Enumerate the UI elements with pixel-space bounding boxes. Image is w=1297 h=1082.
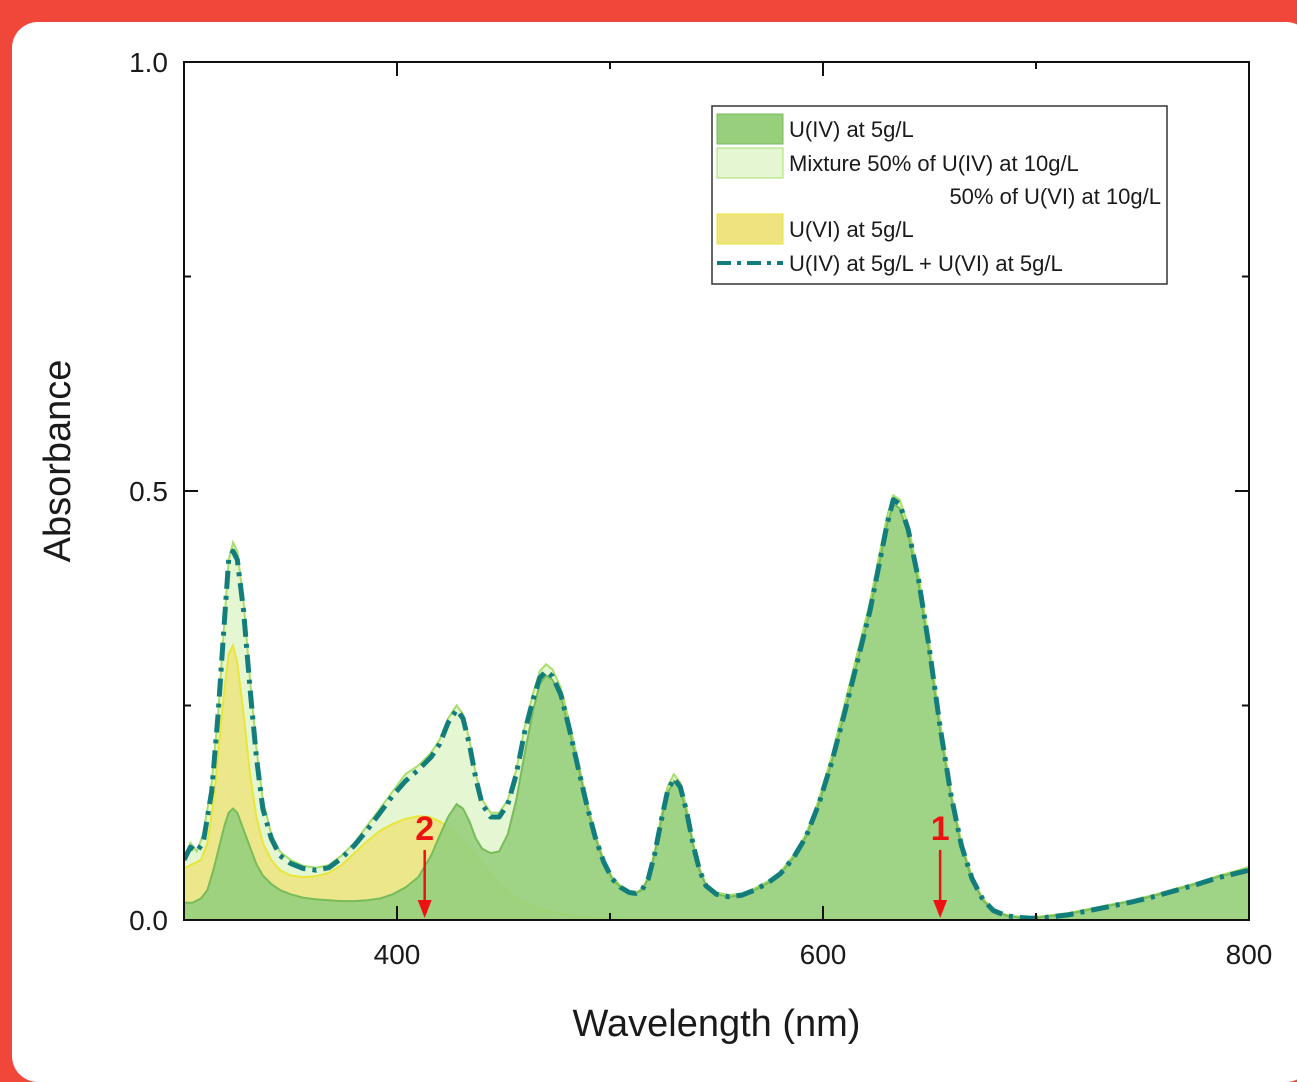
- y-axis-title: Absorbance: [37, 360, 79, 563]
- series-line-sum: [184, 497, 1249, 920]
- y-tick-label: 0.0: [129, 905, 168, 936]
- series-group: [184, 493, 1249, 920]
- legend-label-u4: U(IV) at 5g/L: [789, 117, 914, 142]
- y-tick-label: 0.5: [129, 476, 168, 507]
- legend-swatch-u4: [716, 113, 784, 145]
- legend-label-mixture: Mixture 50% of U(IV) at 10g/L: [789, 151, 1079, 176]
- marker-arrow-head: [417, 900, 432, 918]
- series-area-u6: [184, 645, 1249, 920]
- x-axis-title: Wavelength (nm): [573, 1003, 861, 1045]
- series-area-u4: [184, 503, 1249, 920]
- legend-label-mixture-line2: 50% of U(VI) at 10g/L: [949, 184, 1161, 209]
- x-tick-label: 600: [800, 939, 847, 970]
- x-tick-label: 400: [374, 939, 421, 970]
- y-tick-label: 1.0: [129, 47, 168, 78]
- legend-swatch-mixture: [716, 147, 784, 179]
- x-tick-label: 800: [1226, 939, 1273, 970]
- legend-label-sum: U(IV) at 5g/L + U(VI) at 5g/L: [789, 251, 1063, 276]
- series-area-mixture: [184, 495, 1249, 920]
- annotations: 12: [415, 810, 950, 918]
- marker-label-1: 1: [931, 810, 950, 848]
- marker-label-2: 2: [415, 810, 434, 848]
- legend-label-u6: U(VI) at 5g/L: [789, 217, 914, 242]
- legend-box: [711, 105, 1168, 285]
- axis-ticks: 400 600 800 0.0 0.5 1.0: [129, 47, 1272, 970]
- legend-swatch-u6: [716, 213, 784, 245]
- marker-arrow-head: [933, 900, 948, 918]
- legend: U(IV) at 5g/L Mixture 50% of U(IV) at 10g…: [711, 105, 1168, 285]
